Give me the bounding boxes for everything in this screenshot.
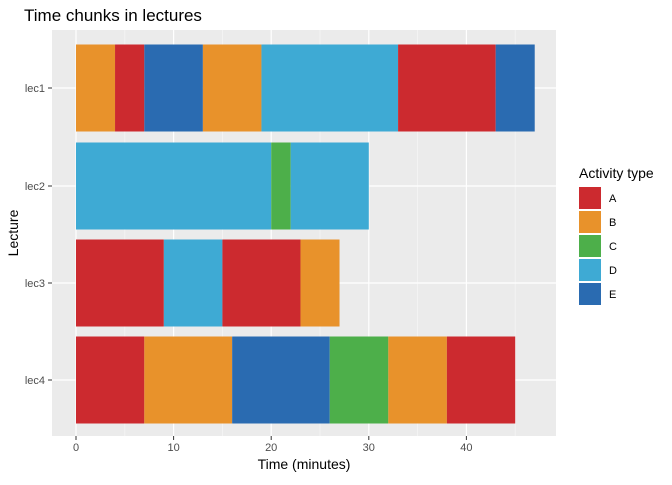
x-tick-label: 40	[460, 442, 472, 454]
legend-title: Activity type	[579, 165, 654, 181]
bar-segment-lec4-B	[388, 336, 447, 424]
legend-label-A: A	[609, 193, 617, 205]
bar-segment-lec4-A	[446, 336, 516, 424]
bars	[76, 44, 535, 424]
legend-key-E	[579, 283, 601, 305]
legend-label-E: E	[609, 289, 616, 301]
y-tick-label: lec3	[25, 278, 45, 290]
legend-label-B: B	[609, 217, 616, 229]
x-axis-title: Time (minutes)	[258, 456, 351, 472]
bar-segment-lec1-B	[202, 44, 262, 132]
bar-segment-lec4-B	[144, 336, 233, 424]
bar-segment-lec1-D	[261, 44, 399, 132]
x-tick-label: 20	[265, 442, 277, 454]
bar-segment-lec1-A	[398, 44, 496, 132]
legend-key-D	[579, 259, 601, 281]
legend-key-B	[579, 211, 601, 233]
bar-segment-lec2-C	[271, 142, 291, 230]
bar-segment-lec1-E	[495, 44, 535, 132]
bar-segment-lec1-E	[144, 44, 203, 132]
bar-segment-lec4-E	[232, 336, 330, 424]
bar-segment-lec2-D	[76, 142, 272, 230]
bar-segment-lec1-A	[115, 44, 145, 132]
bar-segment-lec4-A	[76, 336, 145, 424]
y-tick-label: lec2	[25, 181, 45, 193]
legend-label-D: D	[609, 265, 617, 277]
bar-segment-lec2-D	[290, 142, 369, 230]
bar-segment-lec3-D	[163, 239, 223, 327]
legend-label-C: C	[609, 241, 617, 253]
y-axis: lec1 lec2 lec3 lec4	[25, 83, 52, 387]
x-tick-label: 30	[363, 442, 375, 454]
x-axis: 0 10 20 30 40	[73, 436, 473, 454]
x-tick-label: 10	[167, 442, 179, 454]
bar-segment-lec3-B	[300, 239, 340, 327]
bar-segment-lec3-A	[76, 239, 164, 327]
chart-title: Time chunks in lectures	[24, 6, 202, 25]
x-tick-label: 0	[73, 442, 79, 454]
y-tick-label: lec4	[25, 375, 45, 387]
bar-segment-lec1-B	[76, 44, 116, 132]
bar-segment-lec3-A	[222, 239, 301, 327]
legend-key-C	[579, 235, 601, 257]
bar-segment-lec4-C	[329, 336, 389, 424]
y-tick-label: lec1	[25, 83, 45, 95]
y-axis-title: Lecture	[5, 209, 21, 256]
legend-key-A	[579, 187, 601, 209]
